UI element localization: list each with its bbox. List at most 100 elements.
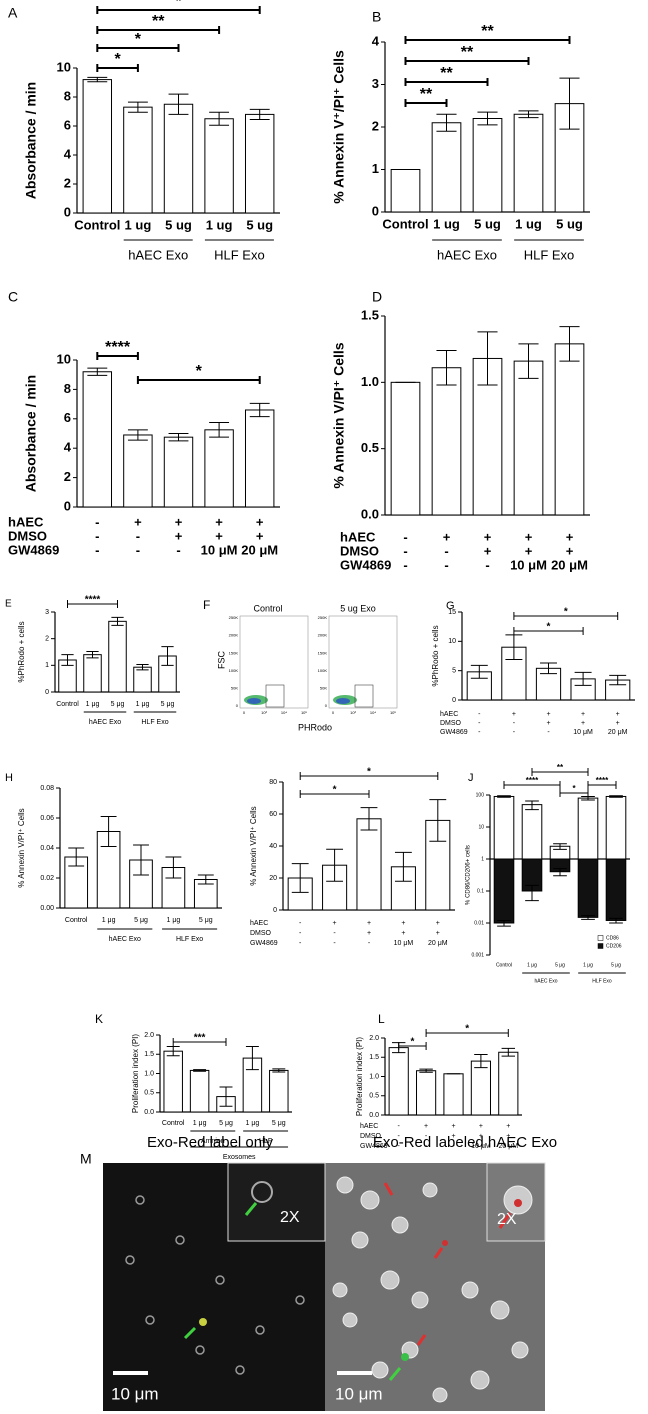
treatment-level: 10 μM	[471, 1143, 491, 1150]
scale-label: 10 μm	[335, 1384, 383, 1403]
cells	[125, 1195, 305, 1375]
treatment-level: +	[566, 543, 574, 558]
flow-xlabel: PHRodo	[298, 722, 332, 732]
significance-label: *	[333, 785, 337, 796]
error-bar	[436, 113, 457, 132]
legend-label: CD206	[606, 943, 622, 949]
y-tick-label: 100	[476, 792, 485, 798]
bar	[123, 434, 153, 508]
y-tick-label: 8	[64, 381, 71, 396]
y-tick-label: 0	[64, 204, 71, 219]
significance-label: **	[461, 44, 474, 61]
treatment-level: +	[333, 920, 337, 927]
y-tick-label: 40	[269, 843, 277, 850]
bar	[269, 1069, 289, 1113]
flow-gate	[354, 684, 374, 708]
labeled-cell	[401, 1353, 409, 1361]
error-bar	[272, 1068, 286, 1073]
significance-bracket	[96, 6, 261, 14]
treatment-level: +	[134, 514, 142, 529]
x-tick-label: 5 ug	[556, 216, 583, 231]
y-axis-label: Proliferation index (PI)	[355, 1037, 364, 1116]
x-tick-label: 1 ug	[125, 217, 152, 232]
significance-bracket	[425, 1029, 509, 1037]
y-tick-label: 0.0	[144, 1109, 154, 1116]
error-bar	[193, 1069, 207, 1072]
y-axis-label: % Annexin V/PI⁺ Cells	[249, 806, 258, 885]
y-tick-label: 10	[57, 351, 71, 366]
treatment-level: -	[425, 1133, 428, 1140]
error-bar	[553, 843, 567, 850]
x-tick-label: Control	[162, 1120, 185, 1127]
treatment-level: +	[512, 711, 516, 718]
panel-label: H	[5, 772, 13, 784]
y-tick-label: 20	[269, 875, 277, 882]
y-tick-label: 6	[64, 410, 71, 425]
error-bar	[127, 101, 148, 113]
y-tick-label: 4	[64, 146, 72, 161]
bar	[493, 795, 515, 860]
treatment-level: +	[525, 529, 533, 544]
y-tick-label: 0	[452, 697, 456, 704]
treatment-level: +	[616, 720, 620, 727]
treatment-level: +	[479, 1123, 483, 1130]
bar	[82, 371, 113, 508]
error-bar	[518, 343, 539, 379]
significance-bracket	[67, 600, 118, 608]
treatment-level: 10 μM	[510, 557, 547, 572]
flow-ytick-label: 150K	[318, 650, 328, 655]
flow-ytick-label: 100K	[229, 668, 239, 673]
error-bar	[219, 1086, 233, 1107]
y-tick-label: 0.06	[40, 815, 54, 822]
treatment-name: GW4869	[440, 729, 468, 736]
x-tick-label: 5 μg	[555, 962, 565, 968]
treatment-name: hAEC	[440, 711, 458, 718]
significance-label: *	[465, 1024, 469, 1035]
treatment-level: +	[436, 920, 440, 927]
flow-xtick-label: 0	[332, 710, 335, 715]
bar	[108, 620, 127, 693]
treatment-level: +	[581, 720, 585, 727]
legend-swatch	[597, 943, 604, 949]
treatment-name: DMSO	[440, 720, 462, 727]
image-panel: M Exo-Red label only Exo-Red labeled hAE…	[80, 1134, 557, 1411]
error-bar	[436, 349, 457, 386]
y-tick-label: 3	[45, 609, 49, 616]
treatment-level: -	[425, 1143, 428, 1150]
treatment-level: -	[444, 543, 448, 558]
treatment-level: +	[175, 514, 183, 529]
x-tick-label: 1 μg	[246, 1120, 260, 1127]
treatment-level: +	[215, 528, 223, 543]
significance-label: ****	[526, 776, 539, 785]
bar	[133, 666, 152, 693]
bar	[390, 381, 421, 516]
bar	[605, 858, 627, 921]
error-bar	[165, 856, 182, 879]
bar	[431, 122, 462, 213]
bar	[521, 804, 543, 860]
treatment-level: 10 μM	[573, 729, 593, 736]
significance-bracket	[96, 44, 180, 52]
y-tick-label: 0	[45, 689, 49, 696]
scale-label: 10 μm	[111, 1384, 159, 1403]
treatment-name: hAEC	[250, 920, 268, 927]
error-bar	[291, 863, 309, 893]
error-bar	[429, 799, 447, 842]
y-tick-label: 2	[45, 636, 49, 643]
y-axis-label: % CD86/CD206+ cells	[466, 845, 472, 905]
cells	[332, 1176, 529, 1403]
flow-ytick-label: 200K	[318, 633, 328, 638]
flow-xtick-label: 10³	[261, 710, 267, 715]
zoom-inset	[227, 1162, 326, 1242]
y-tick-label: 0.001	[471, 952, 484, 958]
flow-xtick-label: 10⁵	[301, 710, 307, 715]
x-tick-label: 5 μg	[134, 917, 148, 924]
treatment-level: 10 μM	[201, 542, 238, 557]
bar	[163, 103, 194, 214]
error-bar	[497, 795, 511, 798]
error-bar	[559, 77, 580, 130]
y-tick-label: 0.01	[474, 920, 484, 926]
x-tick-label: 5 μg	[219, 1120, 233, 1127]
